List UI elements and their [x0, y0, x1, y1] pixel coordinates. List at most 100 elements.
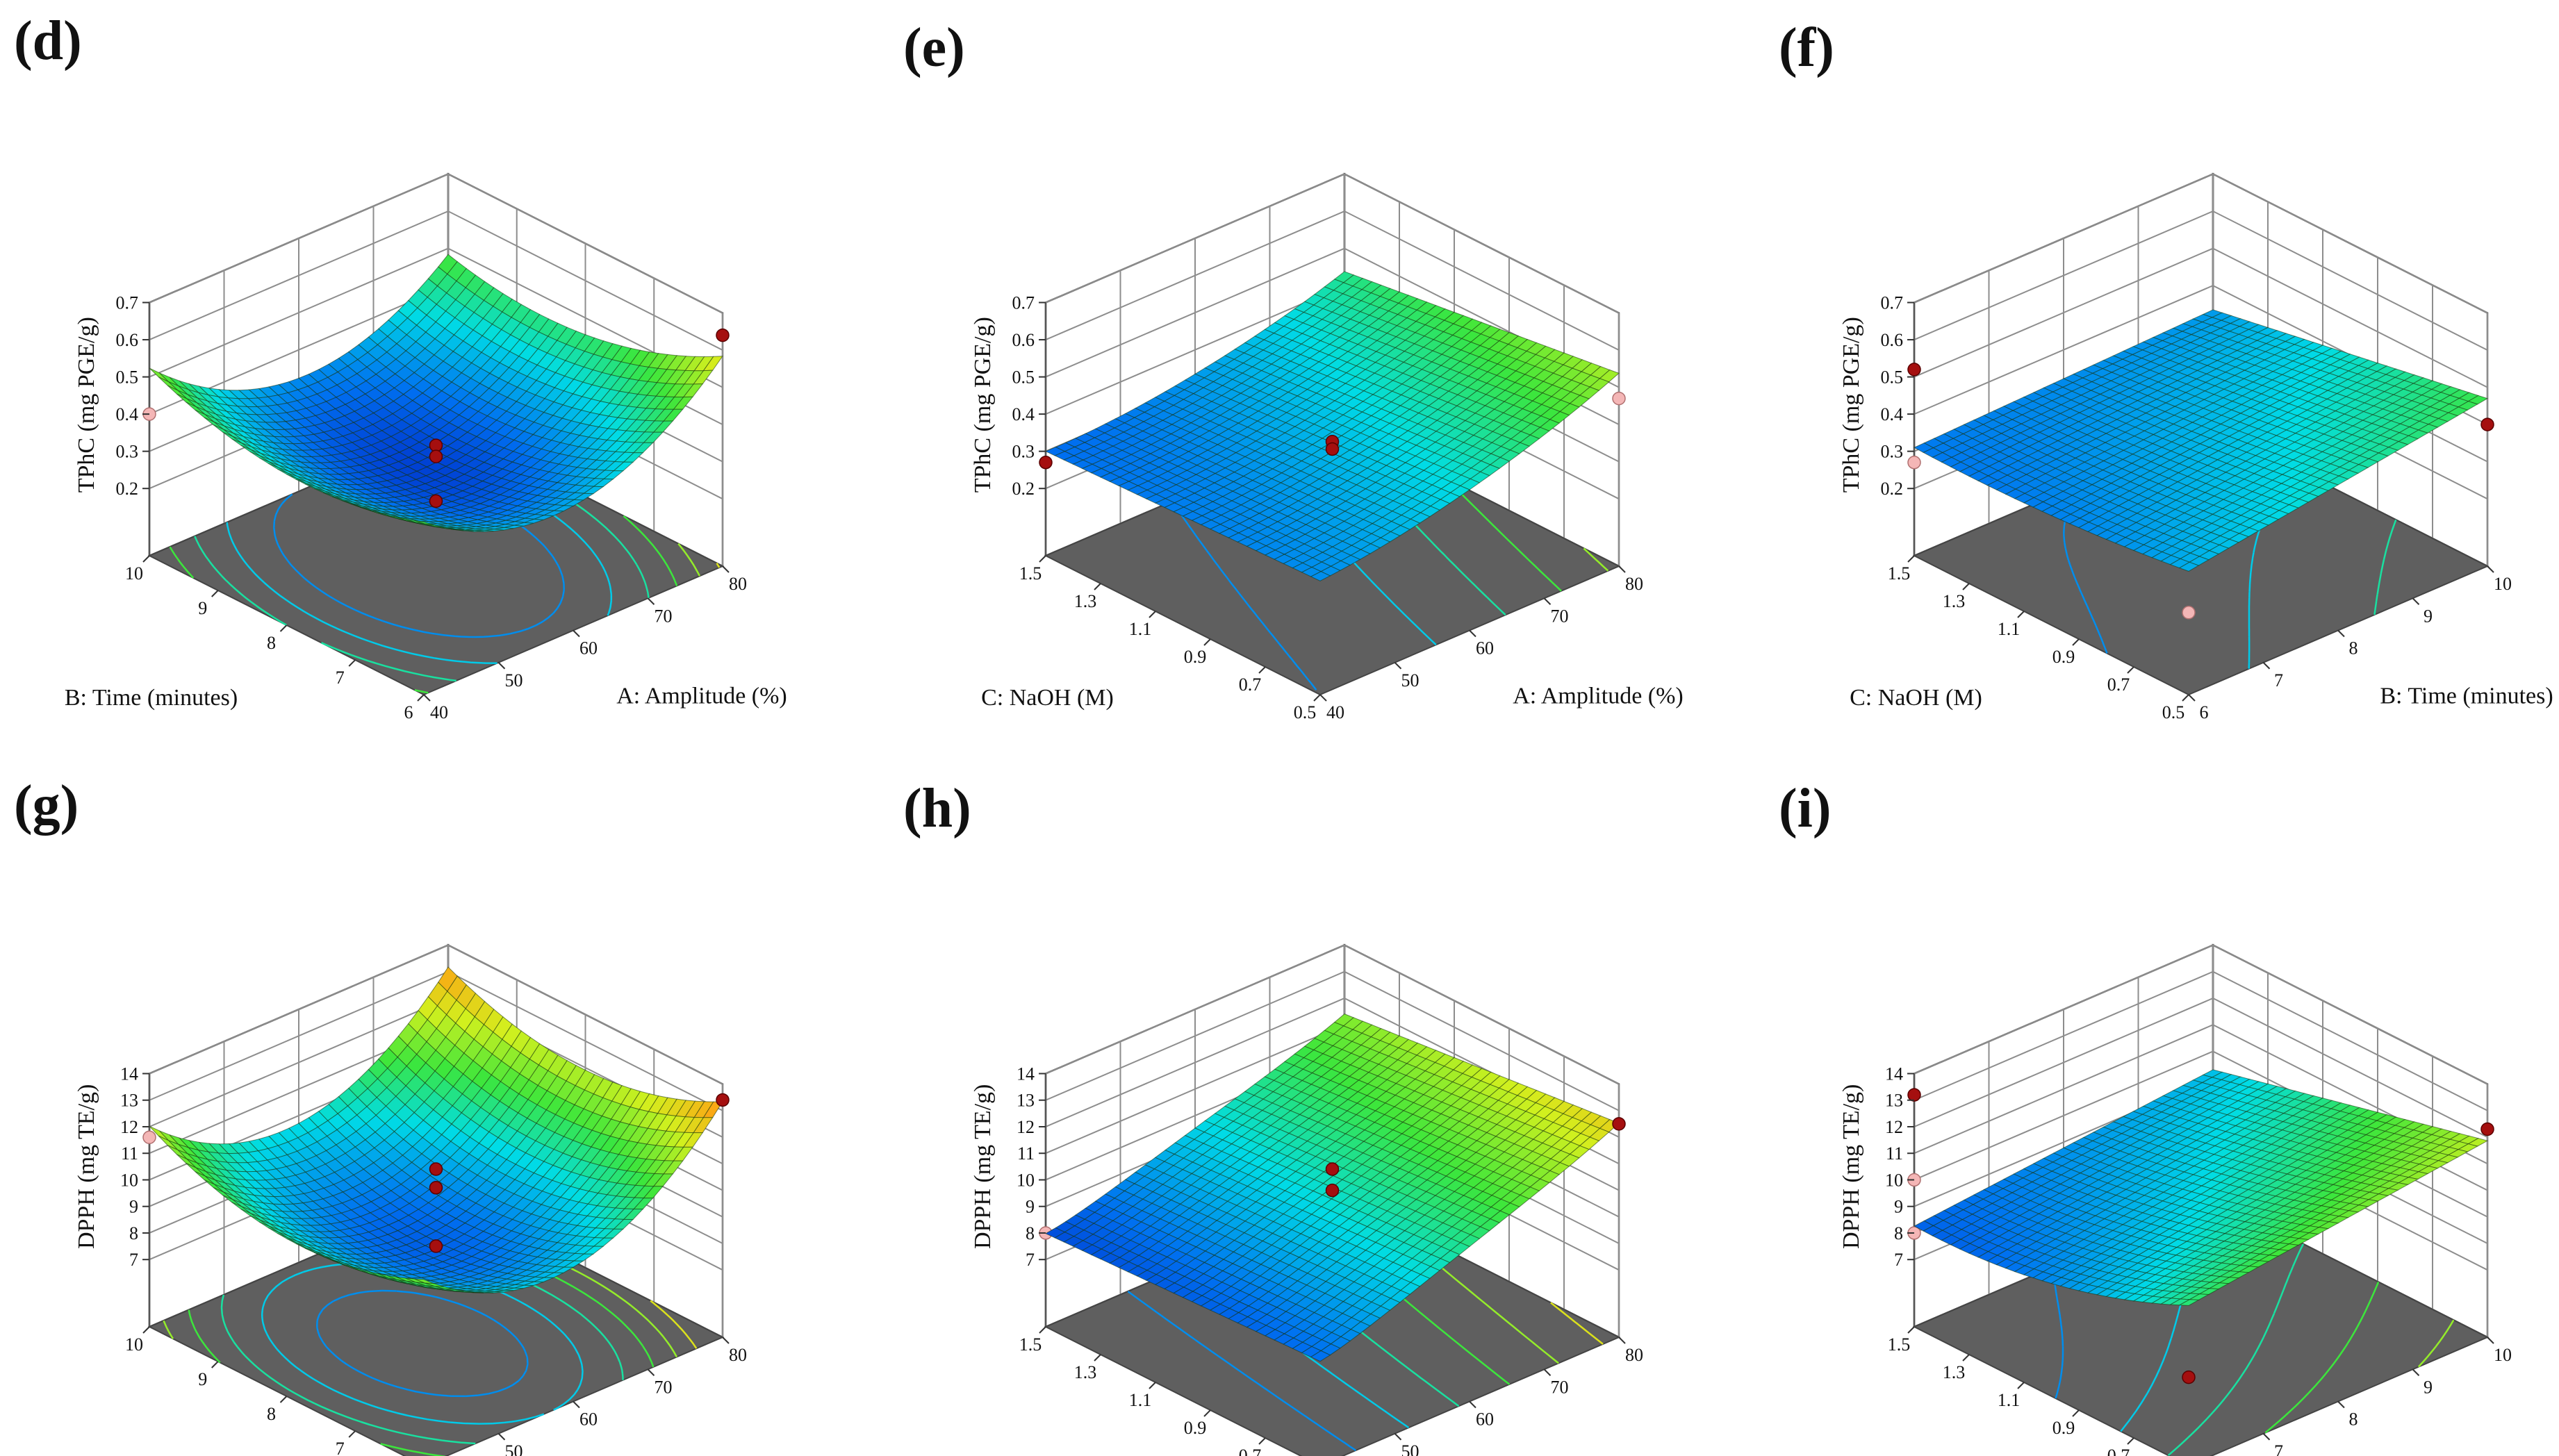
x-tick-label: 70	[655, 1377, 673, 1397]
y-tick	[1094, 1354, 1101, 1362]
y-tick-label: 1.3	[1074, 591, 1097, 611]
x-tick-label: 10	[2494, 574, 2512, 594]
x-tick	[2262, 662, 2271, 670]
x-tick	[1618, 1337, 1626, 1344]
x-tick-label: 40	[1326, 702, 1344, 722]
z-axis-title: TPhC (mg PGE/g)	[1838, 317, 1864, 493]
z-tick-label: 0.5	[1012, 367, 1035, 388]
x-tick	[1319, 694, 1327, 702]
x-axis-title: A: Amplitude (%)	[616, 1455, 787, 1456]
y-tick-label: 10	[125, 563, 143, 584]
z-tick-label: 0.5	[116, 367, 139, 388]
x-tick	[1543, 597, 1552, 605]
y-tick	[2127, 666, 2134, 674]
y-tick	[2072, 638, 2080, 646]
x-tick	[1394, 1433, 1402, 1441]
y-tick-label: 1.5	[1888, 563, 1911, 584]
x-tick	[497, 662, 506, 670]
y-tick-label: 1.3	[1943, 591, 1966, 611]
z-tick-label: 0.7	[1881, 293, 1904, 313]
design-points-visible	[1039, 434, 1340, 470]
contour-line	[169, 428, 678, 694]
x-tick-label: 60	[1476, 638, 1494, 659]
y-tick-label: 0.7	[2107, 675, 2130, 695]
y-tick-label: 1.1	[1129, 619, 1152, 639]
z-tick-label: 8	[129, 1223, 138, 1243]
y-tick-label: 8	[267, 633, 276, 653]
y-tick-label: 0.9	[2052, 647, 2075, 667]
x-tick-label: 60	[579, 1409, 598, 1430]
x-tick	[2487, 565, 2494, 573]
design-point	[2182, 606, 2196, 620]
y-tick-label: 0.9	[1184, 647, 1207, 667]
surface-cell	[414, 1278, 434, 1284]
z-tick-label: 0.5	[1881, 367, 1904, 388]
surface-cell	[414, 520, 434, 526]
x-tick	[647, 1368, 655, 1376]
response-surface	[149, 254, 723, 532]
x-tick	[2188, 694, 2196, 702]
design-point	[716, 1093, 730, 1107]
y-tick	[2017, 611, 2025, 618]
contour-line	[2373, 519, 2397, 615]
y-tick-label: 0.9	[1184, 1418, 1207, 1438]
y-tick	[1149, 1382, 1156, 1389]
x-tick-label: 70	[655, 606, 673, 626]
z-tick-label: 10	[120, 1170, 138, 1190]
x-tick-label: 80	[729, 574, 747, 594]
z-tick-label: 7	[1026, 1250, 1035, 1270]
y-tick	[1203, 638, 1211, 646]
y-tick	[211, 590, 219, 597]
x-tick-label: 40	[430, 702, 448, 722]
y-tick	[1258, 1437, 1266, 1445]
y-tick-label: 1.5	[1019, 563, 1042, 584]
z-tick-label: 0.3	[116, 442, 139, 462]
design-point	[1325, 1162, 1340, 1176]
contour-line	[677, 543, 701, 577]
y-tick	[211, 1361, 219, 1368]
x-tick-label: 9	[2424, 606, 2433, 626]
design-point	[429, 1181, 443, 1195]
y-axis: 0.50.70.91.11.31.5C: NaOH (M)	[981, 555, 1321, 722]
z-axis-title: DPPH (mg TE/g)	[74, 1084, 99, 1249]
contour-line	[1550, 1302, 1604, 1345]
y-tick	[279, 624, 288, 632]
z-tick-label: 8	[1026, 1223, 1035, 1243]
panel-label: (g)	[14, 775, 79, 836]
z-tick-label: 0.7	[1012, 293, 1035, 313]
z-tick-label: 10	[1017, 1170, 1035, 1190]
z-tick-label: 0.3	[1881, 442, 1904, 462]
y-tick-label: 6	[404, 702, 413, 722]
z-tick-label: 14	[120, 1064, 138, 1084]
x-tick-label: 80	[1625, 574, 1643, 594]
y-axis-title: C: NaOH (M)	[981, 685, 1114, 711]
z-tick-label: 0.4	[116, 404, 139, 424]
x-tick	[573, 629, 580, 638]
z-gridline	[1914, 173, 2488, 314]
x-tick	[647, 597, 655, 605]
design-point	[429, 1239, 443, 1253]
y-tick	[1907, 555, 1915, 563]
x-tick-label: 60	[1476, 1409, 1494, 1430]
z-tick-label: 11	[1017, 1143, 1035, 1164]
design-point	[716, 328, 730, 342]
y-tick-label: 1.5	[1019, 1334, 1042, 1355]
y-tick-label: 10	[125, 1334, 143, 1355]
x-tick-label: 80	[1625, 1345, 1643, 1365]
x-tick	[722, 1337, 730, 1344]
design-point	[1612, 391, 1626, 406]
y-tick	[2182, 694, 2189, 702]
y-tick	[1203, 1409, 1211, 1417]
z-tick-label: 9	[129, 1197, 138, 1217]
x-tick	[497, 1433, 506, 1441]
